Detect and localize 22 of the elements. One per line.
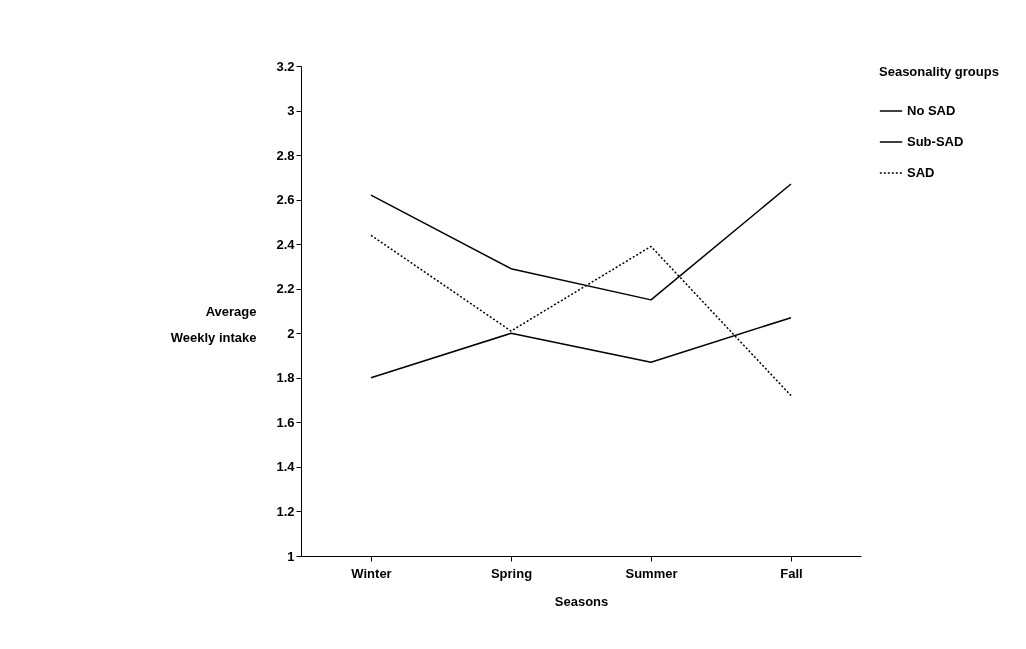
x-axis-title: Seasons: [554, 593, 609, 609]
y-tick-label: 1.4: [276, 459, 296, 475]
y-tick-label: 3.2: [276, 58, 295, 74]
legend-label: SAD: [907, 165, 935, 180]
legend-label: No SAD: [907, 103, 956, 118]
y-tick-label: 2.8: [276, 147, 295, 163]
y-tick-label: 2: [287, 325, 295, 341]
x-tick-label: Spring: [490, 565, 533, 581]
y-tick-label: 2.2: [276, 281, 295, 297]
legend-title: Seasonality groups: [879, 64, 999, 79]
y-axis-title: Average Weekly intake: [170, 303, 257, 345]
x-tick-label: Winter: [351, 565, 392, 581]
y-tick-label: 2.6: [276, 192, 295, 208]
y-tick-label: 1.8: [276, 370, 295, 386]
y-tick-label: 1: [287, 548, 295, 564]
y-tick-label: 3: [287, 103, 295, 119]
x-tick-label: Summer: [625, 565, 678, 581]
y-tick-label: 1.2: [276, 503, 295, 519]
x-tick-label: Fall: [780, 565, 803, 581]
legend-label: Sub-SAD: [907, 134, 964, 149]
y-tick-label: 2.4: [276, 236, 296, 252]
y-tick-label: 1.6: [276, 414, 295, 430]
